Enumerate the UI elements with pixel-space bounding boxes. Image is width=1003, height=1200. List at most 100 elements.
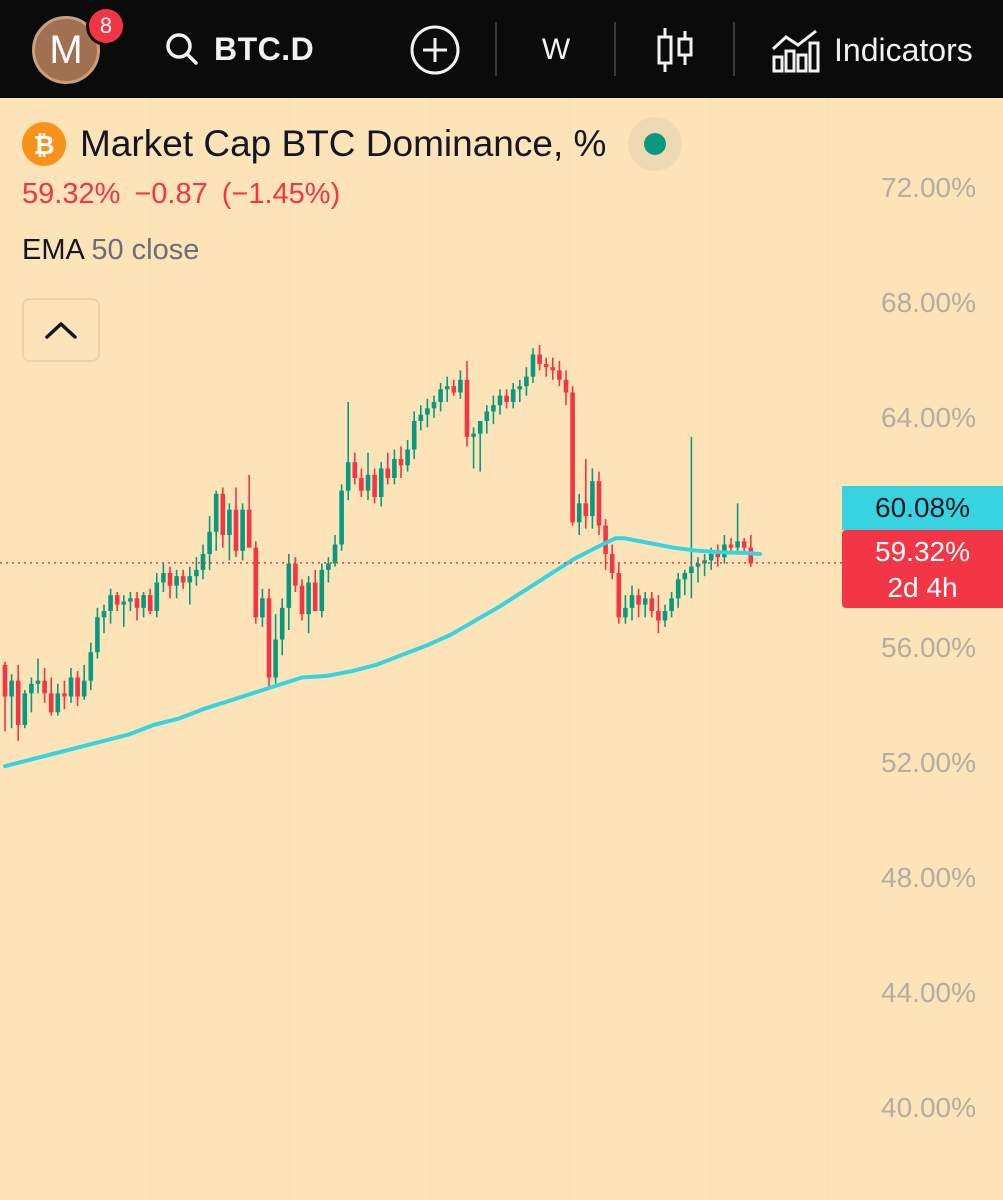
candle-body	[227, 509, 232, 535]
candle-body	[161, 573, 166, 583]
candle-body	[458, 379, 463, 393]
candle-body	[616, 573, 622, 618]
notification-badge: 8	[86, 6, 126, 46]
candle-body	[741, 541, 747, 548]
candle-body	[2, 664, 8, 697]
candle-body	[398, 459, 404, 466]
candle-body	[524, 376, 529, 387]
search-icon	[166, 33, 198, 65]
ema-name: EMA	[22, 234, 84, 266]
toolbar-separator	[614, 22, 616, 76]
candle-body	[543, 364, 549, 368]
candle-body	[748, 547, 754, 564]
candle-body	[642, 598, 648, 605]
symbol-search-button[interactable]: BTC.D	[162, 26, 314, 72]
indicators-button[interactable]: Indicators	[770, 26, 1003, 74]
price-chart[interactable]	[0, 98, 1003, 1200]
candle-body	[154, 582, 160, 611]
candle-body	[656, 611, 661, 621]
candle-body	[180, 576, 186, 583]
compare-symbol-button[interactable]	[408, 25, 462, 75]
interval-button[interactable]: W	[528, 26, 584, 74]
candle-body	[695, 563, 701, 567]
price-axis-label: 52.00%	[881, 747, 976, 778]
candle-body	[174, 576, 179, 586]
candle-body	[15, 680, 21, 725]
candle-body	[477, 421, 483, 434]
price-axis-label: 44.00%	[881, 977, 976, 1008]
candle-body	[570, 392, 575, 523]
candle-body	[299, 585, 305, 615]
candle-body	[675, 579, 681, 599]
candle-body	[75, 677, 80, 697]
ema-line	[3, 536, 762, 769]
candle-body	[451, 386, 457, 393]
candle-body	[464, 379, 470, 437]
avatar-letter: M	[49, 27, 83, 72]
candle-body	[293, 563, 298, 586]
market-open-dot-icon	[644, 133, 667, 155]
candle-body	[35, 680, 41, 684]
candle-body	[253, 547, 259, 618]
top-toolbar: M 8 BTC.D W	[0, 0, 1003, 98]
candle-body	[88, 652, 94, 681]
candle-body	[101, 611, 107, 618]
chart-type-button[interactable]	[652, 26, 698, 74]
candle-body	[286, 563, 292, 608]
price-axis-label: 64.00%	[881, 402, 976, 433]
market-status[interactable]	[628, 117, 683, 171]
price-axis-label: 40.00%	[881, 1092, 976, 1123]
candle-body	[510, 389, 516, 402]
candle-body	[425, 408, 430, 415]
change-percent: (−1.45%)	[221, 178, 341, 210]
candle-body	[9, 680, 14, 697]
candle-body	[583, 503, 589, 516]
candle-body	[385, 468, 391, 478]
candle-body	[537, 354, 542, 364]
candle-body	[260, 598, 265, 618]
collapse-legend-button[interactable]	[22, 298, 100, 362]
price-tag-value: 59.32%	[875, 536, 970, 567]
candle-body	[411, 421, 417, 450]
candle-body	[596, 481, 602, 526]
candle-body	[517, 386, 523, 390]
candle-body	[590, 481, 595, 516]
candle-body	[378, 468, 384, 497]
candle-body	[312, 582, 318, 611]
candle-body	[471, 433, 476, 437]
candle-body	[682, 573, 688, 580]
toolbar-separator	[495, 22, 497, 76]
symbol-title: Market Cap BTC Dominance, %	[80, 123, 607, 164]
price-axis-label: 56.00%	[881, 632, 976, 663]
candle-body	[392, 459, 397, 478]
symbol-name: BTC.D	[214, 30, 315, 67]
ema-tag-value: 60.08%	[875, 492, 970, 523]
candle-body	[372, 474, 377, 497]
candlestick-icon	[657, 28, 693, 72]
candle-body	[233, 509, 239, 551]
candle-body	[557, 370, 562, 380]
change-value: −0.87	[134, 178, 208, 210]
candle-body	[194, 569, 199, 577]
candle-body	[530, 354, 536, 377]
indicators-label: Indicators	[834, 31, 973, 68]
candle-body	[114, 595, 120, 605]
candle-body	[68, 677, 74, 697]
ema-indicator-legend[interactable]: EMA 50 close	[22, 234, 682, 274]
chevron-up-icon	[45, 322, 77, 339]
last-value: 59.32%	[22, 178, 121, 210]
price-axis-label: 48.00%	[881, 862, 976, 893]
candle-body	[55, 693, 61, 713]
candle-body	[662, 611, 668, 621]
candle-body	[29, 683, 34, 694]
candle-body	[134, 598, 140, 608]
candle-body	[332, 544, 338, 564]
ema-params: 50 close	[91, 234, 200, 266]
candle-body	[491, 405, 496, 412]
candle-body	[444, 386, 450, 390]
candle-body	[339, 490, 344, 545]
candle-body	[359, 478, 364, 491]
candle-body	[326, 563, 331, 570]
candle-body	[735, 541, 740, 548]
legend-title-row[interactable]: ₿ Market Cap BTC Dominance, %	[22, 117, 683, 171]
